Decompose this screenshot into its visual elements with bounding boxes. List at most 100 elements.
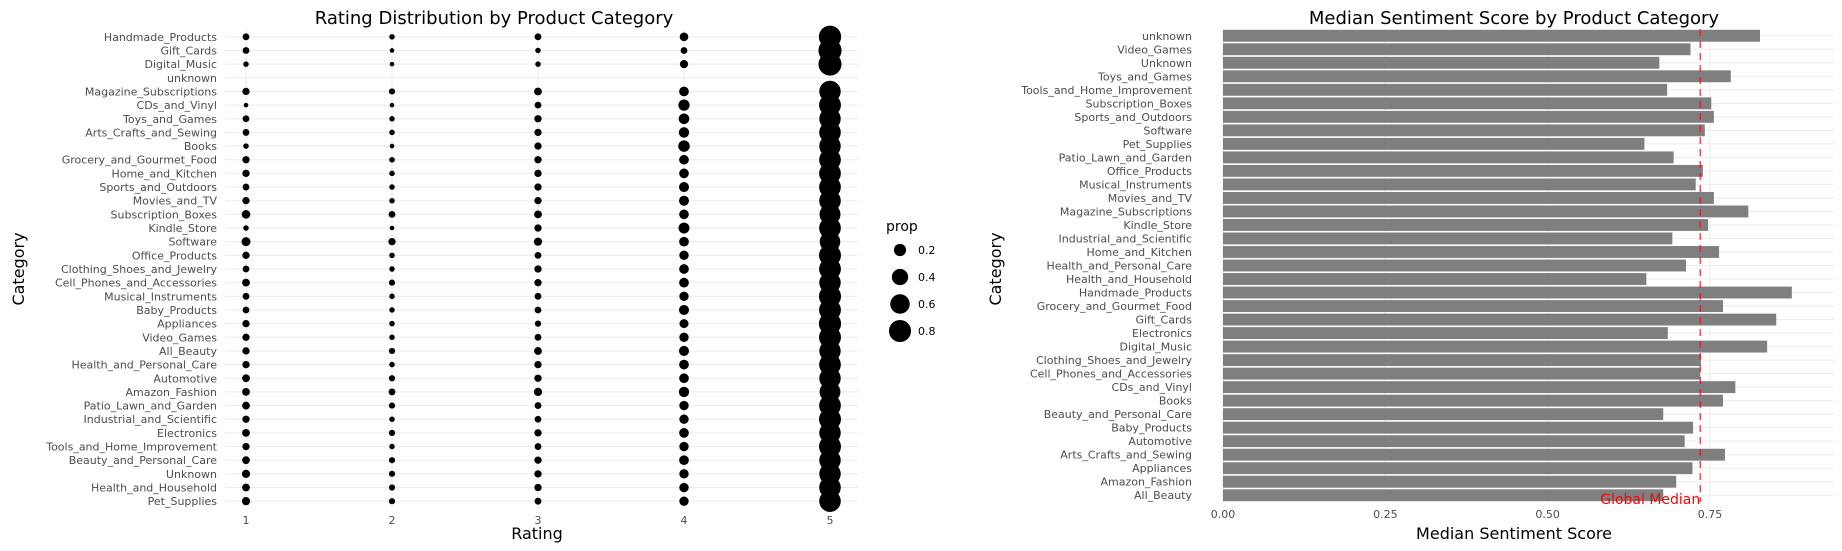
- y-tick-label: Software: [169, 236, 218, 249]
- rating-point: [534, 457, 541, 464]
- y-tick-label: Health_and_Household: [91, 482, 217, 495]
- rating-point: [679, 455, 689, 465]
- rating-point: [534, 279, 541, 286]
- sentiment-bar: [1223, 314, 1776, 326]
- y-tick-label: Sports_and_Outdoors: [1074, 111, 1192, 124]
- rating-point: [679, 305, 689, 315]
- rating-point: [534, 484, 541, 491]
- rating-point: [243, 115, 250, 122]
- sentiment-bar: [1223, 246, 1719, 258]
- y-tick-label: Electronics: [157, 427, 217, 440]
- rating-point: [535, 402, 542, 409]
- rating-point: [679, 442, 688, 451]
- y-tick-label: Gift_Cards: [160, 44, 217, 57]
- rating-point: [534, 156, 541, 163]
- rating-point: [243, 47, 250, 54]
- y-tick-label: Tools_and_Home_Improvement: [1020, 84, 1192, 97]
- rating-point: [679, 210, 689, 220]
- rating-point: [679, 278, 689, 288]
- y-tick-label: Digital_Music: [1120, 341, 1192, 354]
- rating-point: [534, 170, 541, 177]
- sentiment-bar: [1223, 287, 1792, 299]
- rating-point: [679, 333, 688, 342]
- rating-point: [679, 182, 689, 192]
- rating-point: [389, 116, 395, 122]
- sentiment-bar: [1223, 260, 1686, 272]
- rating-point: [535, 33, 542, 40]
- rating-point: [242, 374, 250, 382]
- y-tick-label: Books: [184, 140, 217, 153]
- y-tick-label: Magazine_Subscriptions: [1060, 205, 1192, 218]
- y-tick-label: Gift_Cards: [1135, 314, 1192, 327]
- y-tick-label: Grocery_and_Gourmet_Food: [1037, 300, 1192, 313]
- y-tick-label: unknown: [1142, 30, 1192, 43]
- y-tick-label: Unknown: [1141, 57, 1192, 70]
- rating-point: [534, 388, 542, 396]
- rating-point: [390, 226, 395, 231]
- rating-point: [680, 33, 689, 42]
- y-tick-label: Automotive: [1128, 435, 1192, 448]
- rating-point: [242, 320, 249, 327]
- y-tick-label: Musical_Instruments: [104, 290, 217, 303]
- y-tick-label: Clothing_Shoes_and_Jewelry: [61, 263, 217, 276]
- rating-point: [534, 88, 542, 96]
- rating-point: [242, 210, 251, 219]
- legend-key: [892, 269, 908, 285]
- sentiment-bar: [1223, 395, 1723, 407]
- y-tick-label: Movies_and_TV: [1108, 192, 1193, 205]
- rating-point: [242, 279, 250, 287]
- y-tick-label: All_Beauty: [1134, 489, 1192, 502]
- sentiment-bar: [1223, 408, 1663, 420]
- rating-point: [678, 140, 689, 151]
- y-tick-label: Office_Products: [1107, 165, 1192, 178]
- rating-point: [389, 375, 395, 381]
- rating-point: [389, 130, 395, 136]
- y-tick-label: Automotive: [153, 372, 217, 385]
- rating-point: [390, 48, 395, 53]
- rating-point: [679, 483, 688, 492]
- sentiment-bar: [1223, 341, 1767, 353]
- sentiment-bar: [1223, 381, 1735, 393]
- y-tick-label: Video_Games: [1117, 43, 1192, 56]
- rating-point: [389, 335, 395, 341]
- y-tick-label: Baby_Products: [1111, 422, 1192, 435]
- rating-point: [679, 469, 688, 478]
- rating-point: [243, 266, 250, 273]
- rating-point: [534, 429, 541, 436]
- rating-point: [534, 375, 541, 382]
- rating-point: [389, 198, 395, 204]
- rating-point: [243, 61, 249, 67]
- median-sentiment-chart: unknownVideo_GamesUnknownToys_and_GamesT…: [986, 8, 1834, 543]
- rating-point: [243, 307, 250, 314]
- y-tick-label: Kindle_Store: [148, 222, 217, 235]
- x-tick-label: 0.50: [1535, 508, 1560, 521]
- y-tick-label: Amazon_Fashion: [126, 386, 218, 399]
- rating-point: [534, 183, 541, 190]
- sentiment-bar: [1223, 435, 1685, 447]
- rating-point: [389, 184, 395, 190]
- y-tick-label: CDs_and_Vinyl: [1112, 381, 1192, 394]
- rating-point: [242, 170, 249, 177]
- rating-point: [535, 443, 542, 450]
- rating-point: [389, 430, 395, 436]
- x-tick-label: 2: [389, 514, 396, 527]
- rating-point: [242, 156, 249, 163]
- x-tick-label: 0.25: [1373, 508, 1398, 521]
- rating-point: [679, 264, 689, 274]
- y-tick-label: Electronics: [1132, 327, 1192, 340]
- y-tick-label: Amazon_Fashion: [1101, 476, 1193, 489]
- rating-point: [679, 87, 689, 97]
- rating-point: [389, 157, 395, 163]
- x-tick-label: 5: [827, 514, 834, 527]
- sentiment-bar: [1223, 97, 1711, 109]
- rating-point: [679, 155, 689, 165]
- rating-point: [242, 88, 249, 95]
- rating-point: [819, 490, 841, 512]
- rating-point: [679, 196, 689, 206]
- rating-point: [242, 484, 250, 492]
- rating-point: [390, 144, 395, 149]
- rating-point: [389, 402, 395, 408]
- y-tick-label: Handmade_Products: [1079, 287, 1192, 300]
- y-tick-label: Sports_and_Outdoors: [99, 181, 217, 194]
- y-tick-label: Appliances: [157, 318, 217, 331]
